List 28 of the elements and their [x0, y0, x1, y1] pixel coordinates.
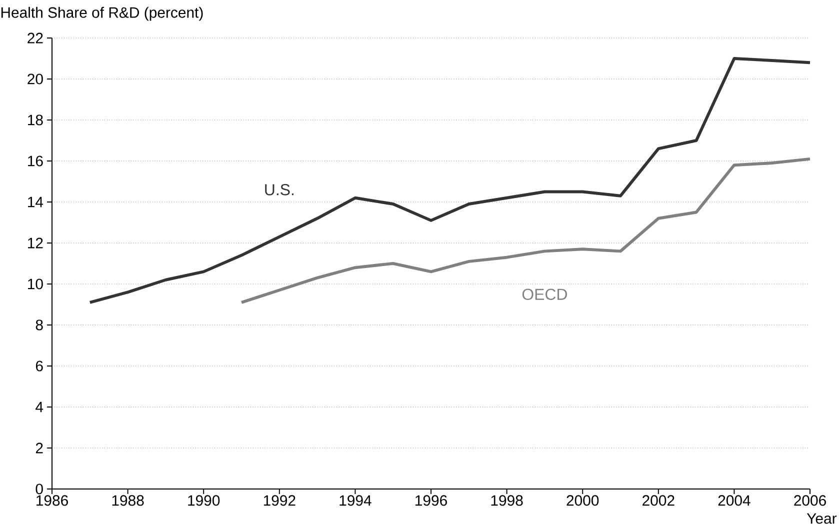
x-tick-label: 2004: [718, 495, 750, 506]
y-tick-label: 20: [28, 74, 43, 84]
line-series: [88, 56, 812, 304]
y-tick-label: 0: [36, 484, 43, 494]
x-tick-label: 1986: [36, 495, 68, 506]
x-tick-label: 2006: [794, 495, 826, 506]
y-axis-title: Health Share of R&D (percent): [1, 6, 203, 21]
y-tick-label: 18: [28, 114, 43, 126]
x-tick-label: 2002: [642, 495, 674, 506]
y-tick-label: 14: [28, 196, 44, 208]
x-tick-label: 2000: [566, 495, 599, 506]
y-tick-label: 16: [28, 156, 43, 166]
x-tick-label: 1990: [188, 495, 220, 506]
x-axis-title: Year: [806, 513, 837, 524]
x-tick-label: 1996: [416, 495, 447, 506]
x-tick-label: 1992: [264, 495, 296, 506]
y-tick-label: 2: [36, 442, 43, 454]
y-tick-label: 22: [28, 32, 43, 44]
y-tick-label: 8: [36, 320, 43, 330]
x-tick-label: 1994: [340, 495, 372, 506]
series-label: U.S.: [265, 184, 294, 196]
text: OECD: [522, 288, 567, 300]
y-tick-label: 12: [28, 238, 43, 248]
y-tick-label: 4: [36, 402, 44, 412]
y-tick-label: 6: [36, 360, 43, 372]
y-tick-label: 10: [28, 278, 43, 290]
x-tick-label: 1988: [112, 495, 144, 506]
x-tick-label: 1998: [491, 495, 523, 506]
